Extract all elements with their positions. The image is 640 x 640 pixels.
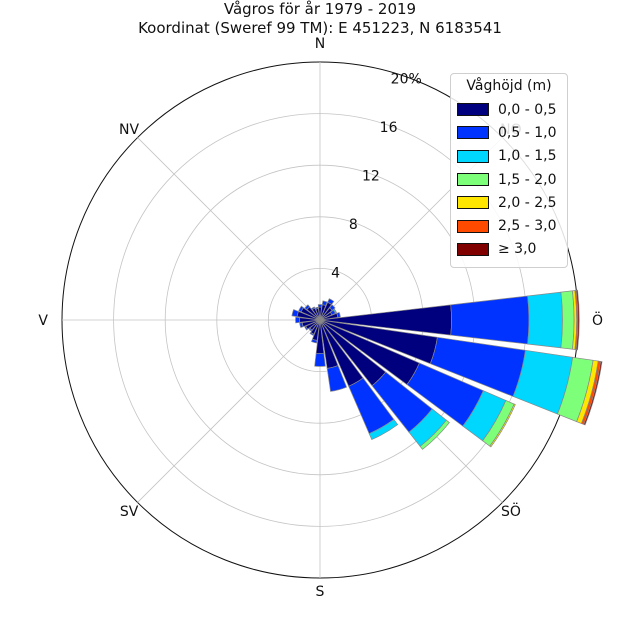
rose-bar-segment [489, 403, 516, 448]
legend-entry: 1,0 - 1,5 [451, 145, 567, 168]
legend-entry: 2,5 - 3,0 [451, 214, 567, 237]
legend-label: 2,0 - 2,5 [498, 194, 557, 211]
chart-title: Vågros för år 1979 - 2019 [223, 0, 417, 18]
direction-label: SÖ [501, 502, 521, 520]
grid-spoke [137, 137, 321, 321]
rose-bar-segment [295, 316, 300, 324]
legend-swatch [457, 103, 489, 117]
legend-entry: 2,0 - 2,5 [451, 191, 567, 214]
legend-entry: 0,5 - 1,0 [451, 121, 567, 144]
direction-label: N [315, 36, 325, 52]
grid-spoke [137, 319, 321, 503]
rose-bar-segment [527, 291, 563, 349]
rose-bar-segment [314, 352, 326, 367]
legend-label: 0,5 - 1,0 [498, 124, 557, 141]
legend-swatch [457, 196, 489, 210]
legend-swatch [457, 219, 489, 233]
rose-bar-segment [309, 331, 315, 336]
rose-bar-segment [314, 306, 319, 310]
rose-bar-segment [308, 327, 313, 332]
legend-entries: 0,0 - 0,5 0,5 - 1,0 1,0 - 1,5 1,5 - 2,0 2,0 … [451, 98, 567, 261]
legend-title: Våghöjd (m) [466, 78, 552, 94]
rose-bar-segment [336, 311, 341, 318]
direction-label: S [316, 584, 325, 600]
legend-swatch [457, 149, 489, 163]
rose-bar-segment [321, 300, 328, 307]
rose-bar-segment [419, 419, 450, 450]
legend-swatch [457, 173, 489, 187]
legend-entry: ≥ 3,0 [451, 238, 567, 261]
rose-bar-segment [326, 365, 348, 392]
rose-bar-segment [304, 325, 309, 331]
radial-tick-label: 20% [391, 72, 422, 88]
legend: Våghöjd (m) 0,0 - 0,5 0,5 - 1,0 1,0 - 1,5 1… [450, 73, 568, 269]
rose-bar-segment [311, 306, 316, 311]
wave-rose-bars [291, 289, 603, 450]
legend-entry: 1,5 - 2,0 [451, 168, 567, 191]
rose-bar-segment [310, 338, 318, 344]
legend-entry: 0,0 - 0,5 [451, 98, 567, 121]
radial-tick-label: 4 [331, 266, 340, 282]
rose-bar-segment [560, 290, 575, 350]
rose-bar-segment [332, 308, 338, 314]
rose-bar-segment [329, 304, 336, 311]
chart-subtitle: Koordinat (Sweref 99 TM): E 451223, N 61… [138, 19, 502, 37]
rose-bar-segment [450, 295, 530, 345]
legend-label: 1,5 - 2,0 [498, 171, 557, 188]
radial-tick-label: 16 [380, 120, 398, 136]
legend-label: 2,5 - 3,0 [498, 218, 557, 235]
rose-bar-segment [327, 298, 335, 305]
direction-label: Ö [592, 311, 603, 329]
direction-label: SV [120, 504, 139, 520]
radial-tick-label: 8 [349, 217, 358, 233]
rose-bar-segment [291, 309, 299, 318]
legend-swatch [457, 126, 489, 140]
rose-bar-segment [298, 305, 304, 313]
legend-swatch [457, 242, 489, 256]
legend-label: ≥ 3,0 [498, 241, 537, 258]
rose-bar-segment [304, 304, 311, 311]
direction-label: V [38, 313, 48, 329]
rose-bar-segment [299, 322, 304, 329]
radial-tick-label: 12 [362, 169, 380, 185]
rose-bar-segment [575, 289, 580, 351]
direction-label: NV [119, 122, 139, 138]
legend-label: 1,0 - 1,5 [498, 148, 557, 165]
legend-label: 0,0 - 0,5 [498, 101, 557, 118]
rose-bar-segment [317, 304, 323, 308]
rose-bar-segment [368, 418, 399, 441]
rose-bar-segment [583, 361, 603, 426]
